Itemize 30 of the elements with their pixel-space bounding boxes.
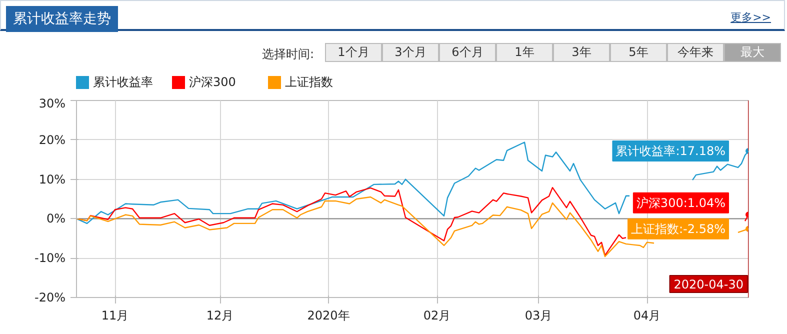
x-tick-label: 03月 — [524, 308, 552, 322]
text: 选择时间: — [262, 46, 314, 63]
annotation: 累计收益率:17.18% — [616, 144, 726, 158]
x-tick-label: 12月 — [206, 308, 234, 322]
text: 5年 — [610, 43, 667, 62]
x-tick-label: 04月 — [633, 308, 661, 322]
legend-label: 沪深300 — [189, 74, 236, 91]
text: 今年来 — [667, 43, 724, 62]
chart-title: 累计收益率走势 — [6, 6, 118, 32]
text: 6个月 — [439, 43, 496, 62]
text: 3年 — [553, 43, 610, 62]
text: 更多>> — [730, 10, 771, 26]
y-tick-label: 30% — [38, 96, 66, 110]
legend-label: 累计收益率 — [93, 74, 153, 91]
legend-label: 上证指数 — [285, 74, 333, 91]
x-tick-label: 2020年 — [307, 308, 350, 322]
y-tick-label: 20% — [38, 132, 66, 147]
text: 最大 — [724, 43, 781, 62]
ref-line-label: 2020-04-30 — [674, 278, 744, 292]
y-tick-label: 0% — [46, 212, 66, 226]
x-tick-label: 02月 — [423, 308, 451, 322]
x-tick-label: 11月 — [101, 308, 129, 322]
text: 1个月 — [325, 43, 382, 62]
text: 1年 — [496, 43, 553, 62]
y-tick-label: -20% — [34, 290, 66, 304]
annotation: 上证指数:-2.58% — [631, 222, 726, 236]
y-tick-label: -10% — [34, 251, 66, 266]
text: 3个月 — [382, 43, 439, 62]
annotation: 沪深300:1.04% — [636, 196, 726, 210]
y-tick-label: 10% — [38, 172, 66, 186]
